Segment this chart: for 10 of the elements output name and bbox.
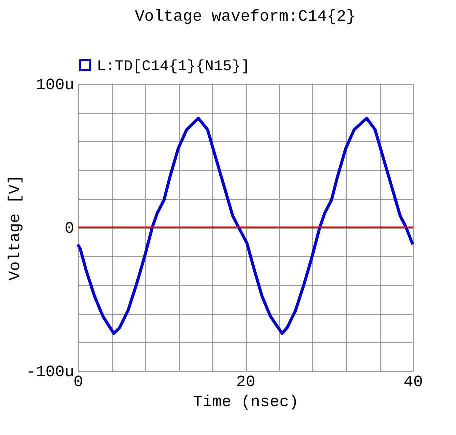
x-tick-label: 20 bbox=[236, 374, 256, 392]
chart-title: Voltage waveform:C14{2} bbox=[135, 8, 356, 26]
line-series bbox=[76, 116, 414, 336]
legend-label: L:TD[C14{1}{N15}] bbox=[97, 58, 250, 76]
x-tick-label: 40 bbox=[404, 374, 424, 392]
x-axis-title: Time (nsec) bbox=[193, 394, 299, 412]
y-tick-label: 100u bbox=[36, 76, 74, 94]
y-tick-label: -100u bbox=[26, 364, 74, 382]
y-tick-label: 0 bbox=[64, 220, 74, 238]
y-axis-title: Voltage [V] bbox=[6, 175, 24, 281]
